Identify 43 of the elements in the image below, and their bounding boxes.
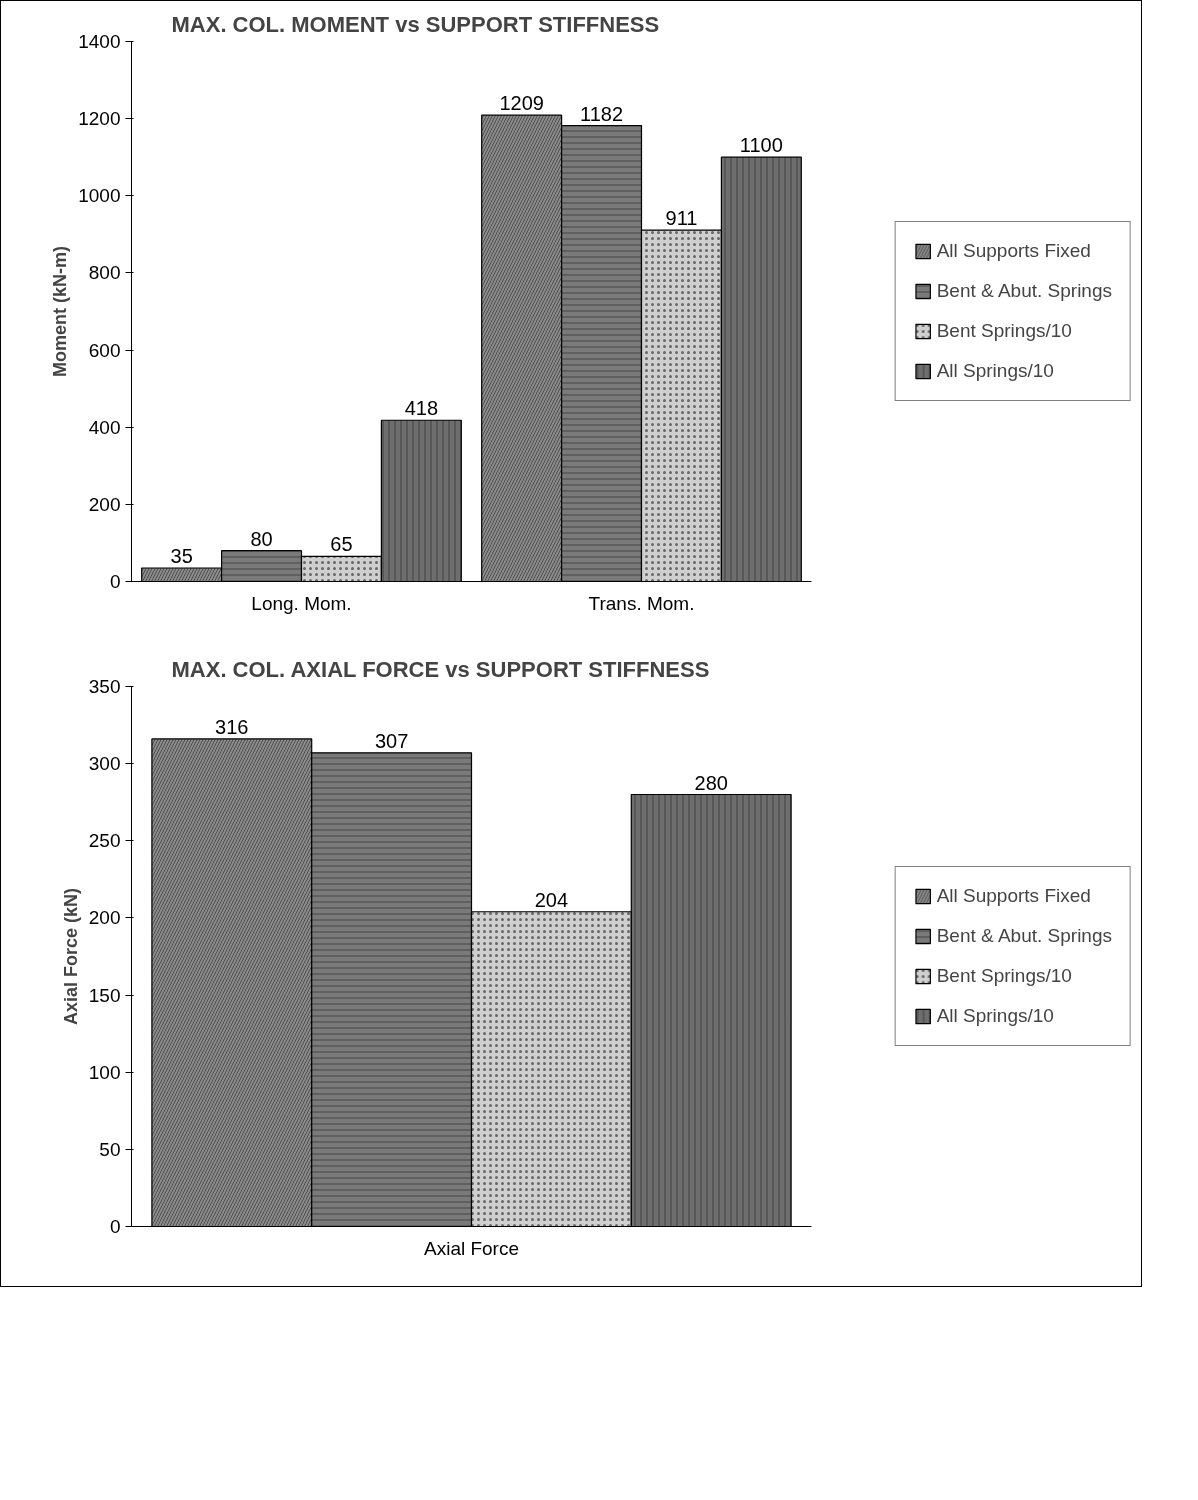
legend-label: All Supports Fixed [936,240,1091,262]
legend-label: All Supports Fixed [936,885,1091,907]
legend-label: Bent & Abut. Springs [936,925,1112,947]
data-label: 418 [404,397,439,420]
y-tick-label: 1400 [78,31,121,52]
x-tick-label: Long. Mom. [251,592,352,614]
data-label: 65 [330,533,353,556]
y-tick-label: 350 [88,676,121,697]
x-tick-label: Trans. Mom. [588,592,695,614]
y-tick-label: 50 [99,1138,121,1160]
y-tick-label: 800 [88,262,121,284]
data-label: 80 [250,527,273,550]
legend-label: Bent Springs/10 [936,965,1072,987]
chart-title: MAX. COL. MOMENT vs SUPPORT STIFFNESS [171,11,660,37]
x-tick-label: Axial Force [423,1237,520,1259]
y-tick-label: 250 [88,830,121,852]
data-label: 911 [665,207,698,230]
y-tick-label: 200 [88,907,121,929]
legend-label: Bent Springs/10 [936,320,1072,342]
y-tick-label: 1000 [78,185,121,207]
y-tick-label: 1200 [78,108,121,130]
y-axis-title: Axial Force (kN) [60,887,81,1026]
y-tick-label: 0 [109,1216,121,1237]
y-tick-label: 600 [88,339,121,361]
legend-label: All Springs/10 [936,1005,1054,1027]
y-tick-label: 150 [88,984,121,1006]
data-label: 316 [215,715,249,738]
y-tick-label: 0 [109,571,121,592]
data-label: 1100 [739,134,783,157]
legend-label: Bent & Abut. Springs [936,280,1112,302]
chart-title: MAX. COL. AXIAL FORCE vs SUPPORT STIFFNESS [171,656,710,682]
y-tick-label: 100 [88,1061,121,1083]
y-tick-label: 200 [88,493,121,515]
data-label: 307 [374,729,409,752]
y-tick-label: 300 [88,753,121,775]
data-label: 1209 [499,92,544,115]
legend-label: All Springs/10 [936,360,1054,382]
data-label: 1182 [580,102,624,125]
data-label: 280 [694,771,728,794]
data-label: 35 [170,545,193,567]
y-tick-label: 400 [88,416,121,438]
data-label: 204 [534,888,569,911]
y-axis-title: Moment (kN-m) [50,246,71,377]
